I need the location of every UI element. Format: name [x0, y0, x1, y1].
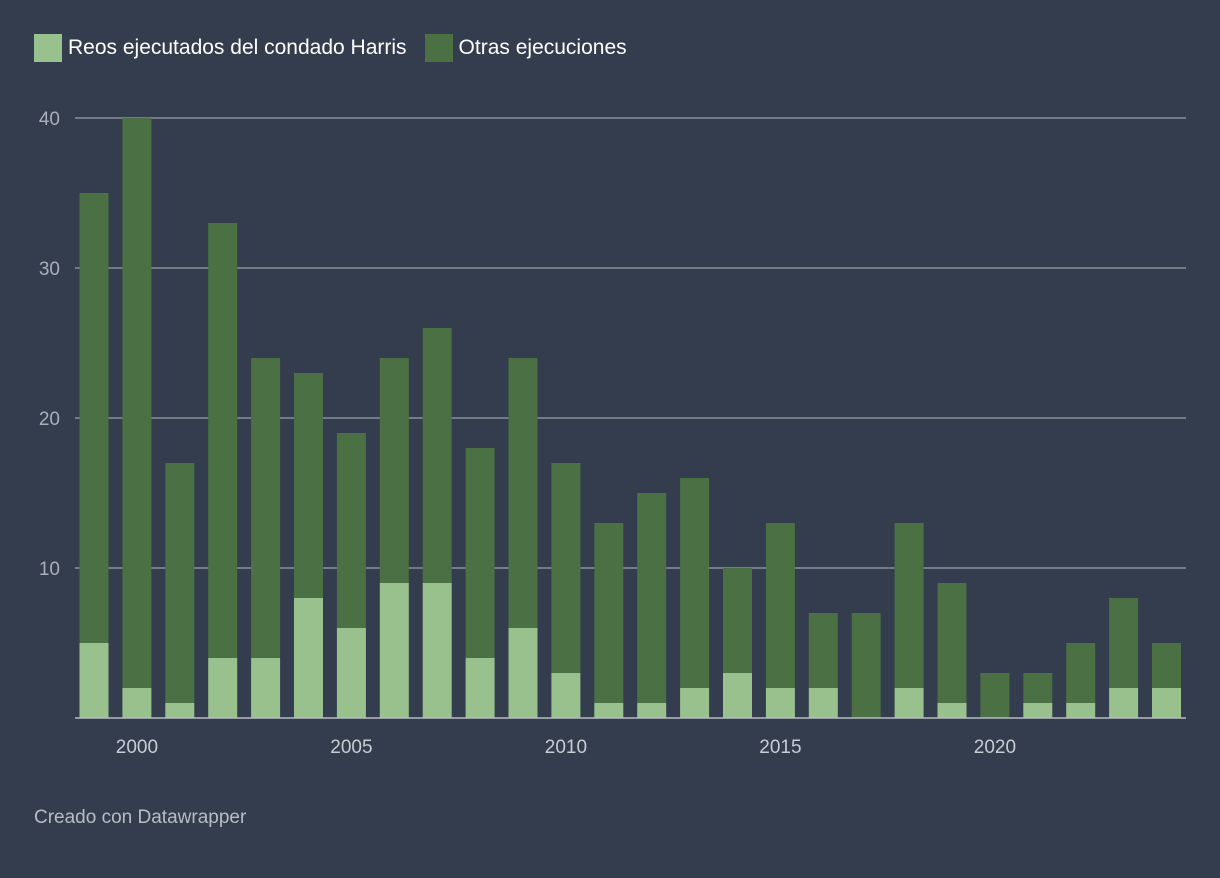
x-tick-label: 2005	[330, 737, 372, 758]
bar-harris	[422, 583, 452, 718]
bar-other	[465, 448, 495, 658]
bar-other	[894, 523, 924, 688]
legend-item-other: Otras ejecuciones	[424, 34, 627, 62]
x-tick-label: 2010	[545, 737, 587, 758]
bar-other	[379, 358, 409, 583]
bar-harris	[165, 703, 195, 718]
bar-harris	[1023, 703, 1053, 718]
bar-harris	[808, 688, 838, 718]
y-tick-label: 40	[39, 109, 60, 130]
legend-swatch-harris	[34, 34, 62, 62]
y-tick-label: 30	[39, 259, 60, 280]
bar-harris	[1109, 688, 1139, 718]
legend-item-harris: Reos ejecutados del condado Harris	[34, 34, 407, 62]
bar-other	[937, 583, 967, 703]
bar-harris	[294, 598, 323, 718]
bar-other	[637, 493, 667, 703]
bar-other	[594, 523, 624, 703]
legend-swatch-other	[424, 34, 453, 62]
bar-harris	[208, 658, 238, 718]
bar-other	[165, 463, 195, 703]
bar-harris	[379, 583, 409, 718]
bar-harris	[723, 673, 752, 718]
bar-other	[79, 193, 109, 643]
bar-harris	[465, 658, 495, 718]
bar-harris	[336, 628, 366, 718]
bar-harris	[937, 703, 967, 718]
bar-other	[122, 118, 152, 688]
bar-harris	[251, 658, 281, 718]
legend-label-other: Otras ejecuciones	[458, 36, 627, 59]
x-tick-label: 2000	[116, 737, 158, 758]
footer-credit: Creado con Datawrapper	[34, 807, 247, 828]
bar-other	[808, 613, 838, 688]
bar-other	[1066, 643, 1096, 703]
bar-other	[251, 358, 281, 658]
bar-harris	[79, 643, 109, 718]
bar-harris	[551, 673, 581, 718]
bar-other	[508, 358, 538, 628]
bar-harris	[894, 688, 924, 718]
bar-harris	[765, 688, 795, 718]
bar-harris	[680, 688, 710, 718]
bar-other	[723, 568, 752, 673]
bar-other	[1109, 598, 1139, 688]
bar-harris	[508, 628, 538, 718]
legend-label-harris: Reos ejecutados del condado Harris	[68, 36, 407, 59]
bar-harris	[637, 703, 667, 718]
bar-harris	[122, 688, 152, 718]
bar-other	[551, 463, 581, 673]
bar-harris	[1152, 688, 1181, 718]
bar-other	[851, 613, 881, 718]
bar-harris	[594, 703, 624, 718]
bar-other	[208, 223, 238, 658]
y-tick-label: 10	[39, 559, 60, 580]
bar-other	[336, 433, 366, 628]
x-tick-label: 2020	[974, 737, 1016, 758]
legend: Reos ejecutados del condado Harris Otras…	[34, 34, 645, 62]
bar-other	[765, 523, 795, 688]
bar-other	[1152, 643, 1181, 688]
bar-other	[294, 373, 323, 598]
bar-other	[422, 328, 452, 583]
bar-other	[1023, 673, 1053, 703]
bar-other	[980, 673, 1010, 718]
bar-other	[680, 478, 710, 688]
x-tick-label: 2015	[759, 737, 801, 758]
y-tick-label: 20	[39, 409, 60, 430]
bar-harris	[1066, 703, 1096, 718]
